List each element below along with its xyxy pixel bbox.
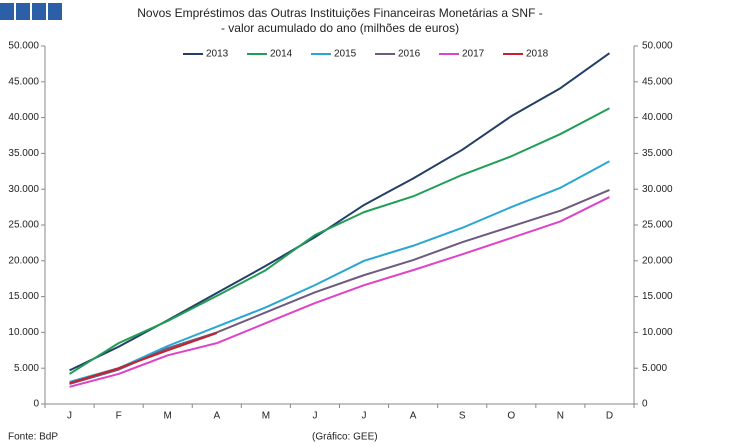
legend-label: 2013 xyxy=(206,49,229,60)
y-tick-label: 15.000 xyxy=(8,291,39,302)
y-tick-label: 25.000 xyxy=(8,220,39,231)
x-tick-label: O xyxy=(507,411,515,422)
x-tick-label: A xyxy=(410,411,417,422)
y2-tick-label: 5.000 xyxy=(642,363,667,374)
y2-tick-label: 30.000 xyxy=(642,184,673,195)
y2-tick-label: 50.000 xyxy=(642,41,673,52)
x-tick-label: M xyxy=(164,411,172,422)
chart-subtitle: - valor acumulado do ano (milhões de eur… xyxy=(221,21,459,35)
y2-tick-label: 15.000 xyxy=(642,291,673,302)
x-tick-label: S xyxy=(459,411,466,422)
legend-label: 2017 xyxy=(462,49,485,60)
legend-label: 2015 xyxy=(334,49,357,60)
y2-tick-label: 45.000 xyxy=(642,76,673,87)
series-line xyxy=(69,160,610,383)
x-tick-label: A xyxy=(213,411,220,422)
y-tick-label: 20.000 xyxy=(8,255,39,266)
x-tick-label: J xyxy=(67,411,72,422)
x-tick-label: J xyxy=(312,411,317,422)
x-tick-label: D xyxy=(606,411,613,422)
y-tick-label: 0 xyxy=(33,399,39,410)
source: Fonte: BdP xyxy=(8,432,58,443)
y2-tick-label: 25.000 xyxy=(642,220,673,231)
logo xyxy=(0,3,62,20)
y2-tick-label: 10.000 xyxy=(642,327,673,338)
chart-title: Novos Empréstimos das Outras Instituiçõe… xyxy=(137,6,542,20)
y-tick-label: 45.000 xyxy=(8,76,39,87)
y2-tick-label: 20.000 xyxy=(642,255,673,266)
legend-label: 2014 xyxy=(270,49,293,60)
y-tick-label: 40.000 xyxy=(8,112,39,123)
series-line xyxy=(69,332,218,385)
y-tick-label: 5.000 xyxy=(14,363,39,374)
y-tick-label: 35.000 xyxy=(8,148,39,159)
y2-tick-label: 0 xyxy=(642,399,648,410)
legend-label: 2018 xyxy=(526,49,549,60)
x-tick-label: M xyxy=(262,411,270,422)
legend-label: 2016 xyxy=(398,49,421,60)
y2-tick-label: 40.000 xyxy=(642,112,673,123)
y-tick-label: 10.000 xyxy=(8,327,39,338)
y-tick-label: 30.000 xyxy=(8,184,39,195)
x-tick-label: F xyxy=(116,411,122,422)
series-line xyxy=(69,188,610,385)
series-line xyxy=(69,107,610,375)
y-tick-label: 50.000 xyxy=(8,41,39,52)
series-line xyxy=(69,52,611,372)
credit: (Gráfico: GEE) xyxy=(312,432,378,443)
y2-tick-label: 35.000 xyxy=(642,148,673,159)
x-tick-label: N xyxy=(557,411,564,422)
x-tick-label: J xyxy=(362,411,367,422)
series-line xyxy=(69,196,610,388)
